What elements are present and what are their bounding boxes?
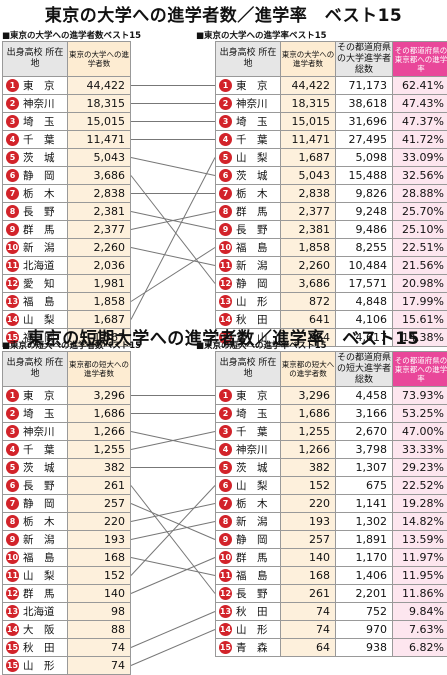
prefecture-name: 山 形 [23, 660, 55, 672]
prefecture-cell: 15 山 形 [3, 657, 68, 675]
rank-connector-line [131, 486, 215, 576]
count-value: 74 [68, 657, 131, 675]
rank-connector-line [131, 486, 215, 594]
junior-college-rank-connector-lines [0, 0, 447, 648]
rank-connector-line [131, 504, 215, 540]
rank-connector-line [131, 612, 215, 648]
rank-connector-line [131, 558, 215, 576]
rank-badge: 15 [6, 659, 19, 672]
rank-connector-line [131, 558, 215, 594]
rank-connector-line [131, 504, 215, 522]
table-row: 15 山 形 74 [3, 657, 131, 675]
